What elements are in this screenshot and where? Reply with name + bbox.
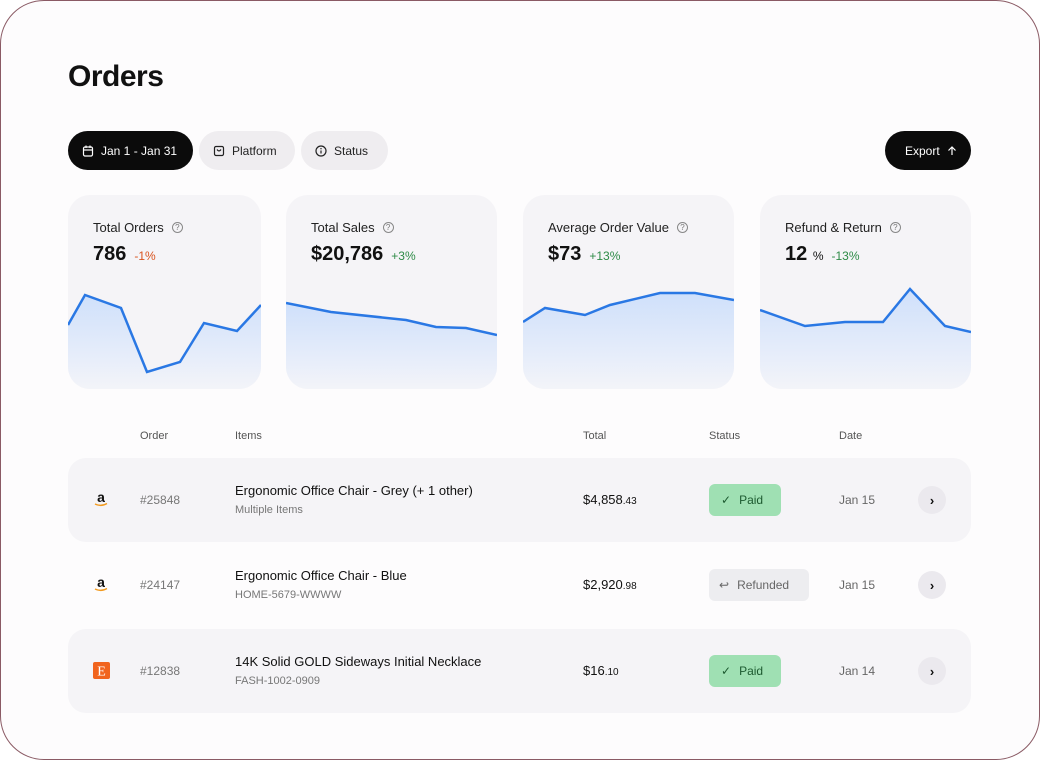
metric-label: Average Order Value <box>548 220 669 235</box>
total-cents: .43 <box>622 496 637 507</box>
check-icon: ✓ <box>721 664 732 678</box>
shopping-bag-icon <box>213 145 225 157</box>
order-date: Jan 15 <box>839 493 876 507</box>
status-text: Paid <box>739 493 764 507</box>
sparkline <box>523 291 734 389</box>
item-sku: Multiple Items <box>235 504 303 516</box>
status-label: Status <box>334 143 369 158</box>
svg-text:a: a <box>97 575 105 590</box>
platform-filter[interactable]: Platform <box>199 131 295 170</box>
help-icon[interactable]: ? <box>171 222 183 233</box>
svg-text:a: a <box>97 490 105 505</box>
item-name[interactable]: Ergonomic Office Chair - Grey (+ 1 other… <box>235 483 473 498</box>
amazon-logo-icon: a <box>92 575 110 593</box>
metric-unit: % <box>812 249 824 263</box>
status-filter[interactable]: Status <box>301 131 388 170</box>
export-button[interactable]: Export <box>885 131 971 170</box>
platform-label: Platform <box>232 143 277 158</box>
order-id: #24147 <box>140 578 181 592</box>
help-icon[interactable]: ? <box>889 222 901 233</box>
metric-value: 12 <box>785 243 808 265</box>
metric-value: $73 <box>548 243 582 265</box>
metric-value: 786 <box>93 243 127 265</box>
status-badge: ✓ Paid <box>709 484 781 516</box>
order-total: $2,920.98 <box>583 577 637 592</box>
sparkline <box>286 301 497 389</box>
metric-card-average-order-value: Average Order Value? $73 +13% <box>523 195 734 389</box>
column-header-status: Status <box>709 430 741 442</box>
column-header-order: Order <box>140 430 169 442</box>
total-dollars: $4,858 <box>583 492 623 507</box>
table-row[interactable]: E #12838 14K Solid GOLD Sideways Initial… <box>68 629 971 713</box>
amazon-logo-icon: a <box>92 490 110 508</box>
help-icon[interactable]: ? <box>382 222 394 233</box>
calendar-icon <box>82 145 94 157</box>
order-id: #25848 <box>140 493 181 507</box>
status-badge: ↩ Refunded <box>709 569 809 601</box>
column-header-date: Date <box>839 430 863 442</box>
order-total: $4,858.43 <box>583 492 637 507</box>
item-name[interactable]: 14K Solid GOLD Sideways Initial Necklace <box>235 654 482 669</box>
order-id: #12838 <box>140 664 181 678</box>
export-label: Export <box>905 143 940 158</box>
metric-label: Total Orders <box>93 220 164 235</box>
chevron-right-icon[interactable]: › <box>918 657 946 685</box>
metric-change: +3% <box>391 249 416 263</box>
page-title: Orders <box>68 60 164 93</box>
metric-label: Total Sales <box>311 220 375 235</box>
item-sku: FASH-1002-0909 <box>235 675 320 687</box>
item-sku: HOME-5679-WWWW <box>235 589 342 601</box>
metric-change: -1% <box>134 249 156 263</box>
metric-card-total-orders: Total Orders? 786 -1% <box>68 195 261 389</box>
date-range-label: Jan 1 - Jan 31 <box>101 143 178 158</box>
svg-text:E: E <box>97 664 106 679</box>
column-header-items: Items <box>235 430 262 442</box>
status-text: Paid <box>739 664 764 678</box>
total-cents: .98 <box>622 581 637 592</box>
metric-value: $20,786 <box>311 243 384 265</box>
metric-change: -13% <box>831 249 860 263</box>
sparkline <box>760 287 971 389</box>
order-date: Jan 14 <box>839 664 876 678</box>
metric-label: Refund & Return <box>785 220 882 235</box>
return-arrow-icon: ↩ <box>719 578 730 592</box>
arrow-up-icon <box>947 145 957 157</box>
status-badge: ✓ Paid <box>709 655 781 687</box>
chevron-right-icon[interactable]: › <box>918 571 946 599</box>
metric-card-refund-return: Refund & Return? 12 % -13% <box>760 195 971 389</box>
table-row[interactable]: a #24147 Ergonomic Office Chair - Blue H… <box>68 543 971 627</box>
date-range-filter[interactable]: Jan 1 - Jan 31 <box>68 131 193 170</box>
chevron-right-icon[interactable]: › <box>918 486 946 514</box>
order-date: Jan 15 <box>839 578 876 592</box>
sparkline <box>68 293 261 389</box>
metric-change: +13% <box>589 249 621 263</box>
help-icon[interactable]: ? <box>676 222 688 233</box>
status-text: Refunded <box>737 578 790 592</box>
total-dollars: $16 <box>583 663 605 678</box>
total-dollars: $2,920 <box>583 577 623 592</box>
column-header-total: Total <box>583 430 607 442</box>
order-total: $16.10 <box>583 663 619 678</box>
check-icon: ✓ <box>721 493 732 507</box>
item-name[interactable]: Ergonomic Office Chair - Blue <box>235 568 407 583</box>
total-cents: .10 <box>604 667 619 678</box>
info-icon <box>315 144 327 157</box>
etsy-logo-icon: E <box>92 661 110 679</box>
table-row[interactable]: a #25848 Ergonomic Office Chair - Grey (… <box>68 458 971 542</box>
metric-card-total-sales: Total Sales? $20,786 +3% <box>286 195 497 389</box>
